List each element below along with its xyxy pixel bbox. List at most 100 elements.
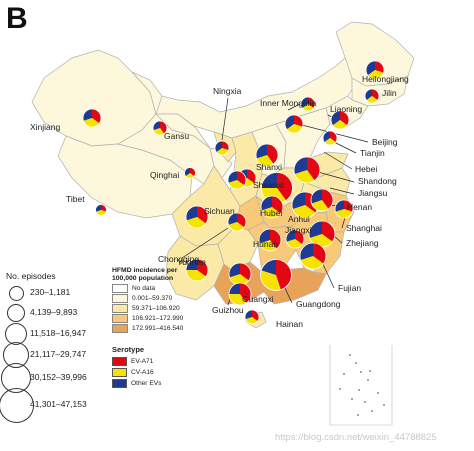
pie-slice xyxy=(311,189,322,204)
pie-xinjiang xyxy=(82,108,102,128)
incidence-swatch xyxy=(112,314,128,323)
leader-zhejiang xyxy=(333,235,343,244)
label-zhejiang: Zhejiang xyxy=(346,238,379,248)
island-dot xyxy=(355,362,357,364)
incidence-swatch xyxy=(112,324,128,333)
province-layer xyxy=(31,21,415,329)
pie-slice xyxy=(291,192,305,210)
pie-slice xyxy=(222,141,230,151)
island-dot xyxy=(358,389,360,391)
pie-hunan xyxy=(258,228,282,252)
episodes-range-label: 230–1,181 xyxy=(30,287,71,297)
serotype-swatch xyxy=(112,357,127,366)
pie-slice xyxy=(259,240,277,251)
south-china-sea-islands xyxy=(329,345,393,426)
island-dot xyxy=(357,414,359,416)
incidence-class: 59.371–106.920 xyxy=(112,304,192,313)
pie-slice xyxy=(300,243,313,261)
leader-jiangsu xyxy=(329,187,355,195)
leader-guangdong xyxy=(283,285,293,304)
pie-slice xyxy=(261,259,276,275)
pie-tianjin xyxy=(322,130,338,146)
incidence-swatch xyxy=(112,294,128,303)
island-dot xyxy=(369,370,371,372)
watermark: https://blog.csdn.net/weixin_44788825 xyxy=(275,432,437,443)
serotype-legend-title: Serotype xyxy=(112,345,145,354)
label-henan: Henan xyxy=(347,202,372,212)
episodes-legend-row: 230–1,181 xyxy=(0,285,70,301)
island-dot xyxy=(364,401,366,403)
serotype-item: Other EVs xyxy=(112,378,161,389)
label-inner-mongolia: Inner Mongolia xyxy=(260,98,317,108)
serotype-label: Other EVs xyxy=(131,380,162,387)
pie-hebei xyxy=(255,143,279,167)
pie-slice xyxy=(228,222,245,231)
episodes-legend-row: 4,139–9,893 xyxy=(0,304,77,322)
pie-slice xyxy=(240,263,251,281)
pie-slice xyxy=(240,283,252,303)
episodes-range-label: 21,117–29,747 xyxy=(30,349,87,359)
pie-slice xyxy=(160,121,167,134)
incidence-class-label: 0.001–59.370 xyxy=(132,294,173,302)
pie-slice xyxy=(197,259,209,277)
island-dot xyxy=(351,398,353,400)
pie-slice xyxy=(294,170,315,184)
island-dot xyxy=(371,410,373,412)
pie-slice xyxy=(186,270,206,281)
pie-qinghai xyxy=(184,167,196,179)
pie-slice xyxy=(83,109,92,121)
incidence-class-label: No data xyxy=(132,284,156,292)
label-liaoning: Liaoning xyxy=(330,104,362,114)
pie-slice xyxy=(322,221,335,242)
pie-slice xyxy=(292,205,316,218)
serotype-label: CV-A16 xyxy=(131,369,154,376)
pie-hainan xyxy=(244,309,260,325)
pie-slice xyxy=(261,172,277,188)
label-sichuan: Sichuan xyxy=(204,206,235,216)
pie-jiangxi xyxy=(285,229,305,249)
pie-slice xyxy=(95,204,101,212)
pie-slice xyxy=(286,230,295,242)
episodes-size-circle xyxy=(0,387,34,423)
incidence-class-label: 59.371–106.920 xyxy=(132,304,180,312)
island-dot xyxy=(349,354,351,356)
episodes-range-label: 11,518–16,947 xyxy=(30,328,87,338)
pie-slice xyxy=(228,180,245,190)
episodes-size-circle xyxy=(7,304,25,322)
pie-jilin xyxy=(364,88,380,104)
pie-slice xyxy=(245,317,258,324)
episodes-range-label: 4,139–9,893 xyxy=(30,307,78,317)
leader-shandong xyxy=(317,171,355,183)
incidence-class-label: 106.921–172.990 xyxy=(132,314,184,322)
label-tibet: Tibet xyxy=(66,194,85,204)
pie-slice xyxy=(332,120,348,130)
serotype-pie-layer xyxy=(82,60,385,325)
pie-hubei xyxy=(260,195,284,219)
pie-slice xyxy=(185,173,195,179)
pie-inner-mongolia xyxy=(300,96,316,112)
pie-guangxi xyxy=(228,282,252,306)
label-gansu: Gansu xyxy=(164,131,189,141)
pie-slice xyxy=(272,196,284,214)
pie-slice xyxy=(335,209,353,218)
inset-frame xyxy=(329,345,393,426)
pie-slice xyxy=(375,61,384,73)
serotype-item: EV-A71 xyxy=(112,356,161,367)
pie-slice xyxy=(153,121,160,131)
serotype-swatch xyxy=(112,379,127,388)
pie-slice xyxy=(344,200,353,212)
incidence-class: 0.001–59.370 xyxy=(112,294,192,303)
province-labels: Xinjiang Gansu Ningxia Inner Mongolia Heilon… xyxy=(30,74,409,329)
pie-slice xyxy=(307,157,321,181)
incidence-swatch xyxy=(112,284,128,293)
pie-ningxia xyxy=(214,140,230,156)
pie-slice xyxy=(260,270,281,291)
pie-slice xyxy=(197,206,209,224)
incidence-class: 106.921–172.990 xyxy=(112,314,192,323)
episodes-legend-title: No. episodes xyxy=(6,271,56,281)
island-dot xyxy=(377,392,379,394)
label-heilongjiang: Heilongjiang xyxy=(362,74,409,84)
incidence-swatch xyxy=(112,304,128,313)
pie-sichuan xyxy=(185,205,209,229)
pie-slice xyxy=(186,206,197,221)
